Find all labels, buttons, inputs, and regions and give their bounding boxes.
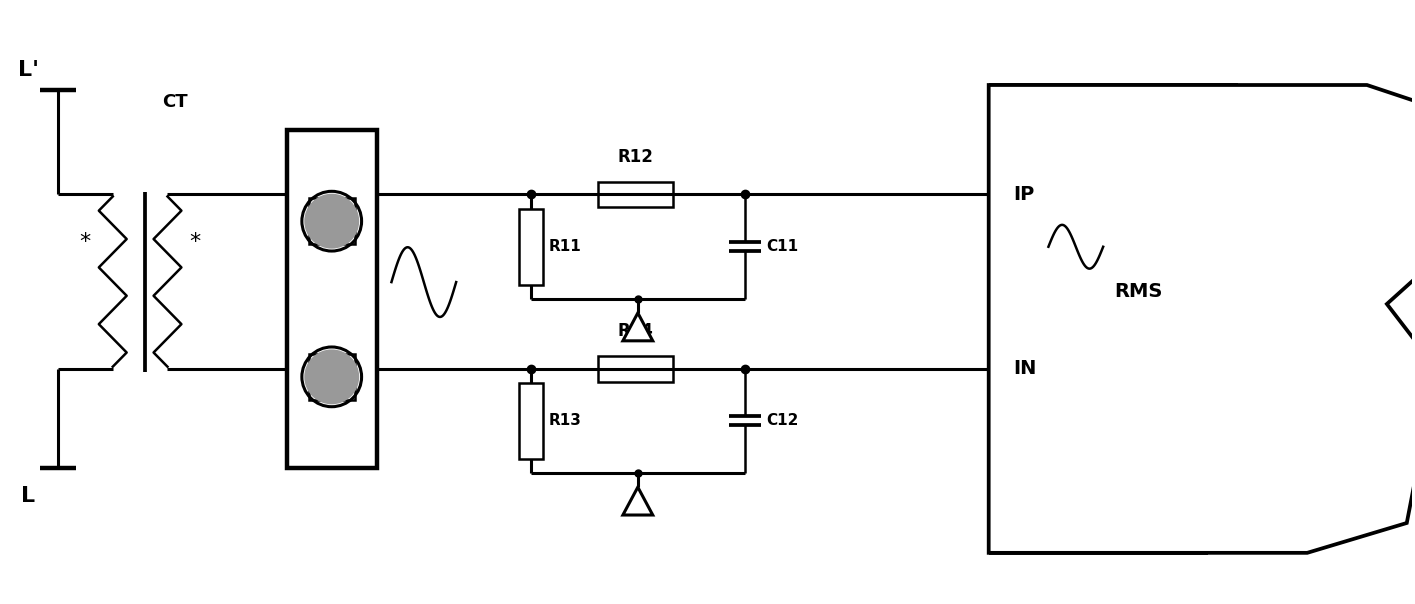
Bar [519,383,543,459]
Circle shape [304,349,359,404]
Bar [308,354,355,400]
Polygon shape [623,313,652,341]
Text: L: L [21,486,35,506]
Text: CT: CT [163,93,188,111]
Text: IN: IN [1013,359,1037,378]
Bar [519,209,543,284]
Text: *: * [190,233,201,252]
Text: RMS: RMS [1114,282,1162,301]
Text: R11: R11 [549,239,582,254]
Text: R14: R14 [617,322,654,340]
Text: IP: IP [1013,185,1034,204]
Text: R13: R13 [549,414,582,428]
Text: *: * [79,233,91,252]
Text: L': L' [17,60,38,80]
Circle shape [304,194,359,249]
Text: C12: C12 [767,414,799,428]
Bar [597,356,674,382]
Polygon shape [623,487,652,515]
Text: C11: C11 [767,239,799,254]
Bar [287,130,376,468]
Bar [308,198,355,244]
PathPatch shape [989,85,1415,553]
Text: R12: R12 [617,147,654,165]
Bar [597,182,674,207]
